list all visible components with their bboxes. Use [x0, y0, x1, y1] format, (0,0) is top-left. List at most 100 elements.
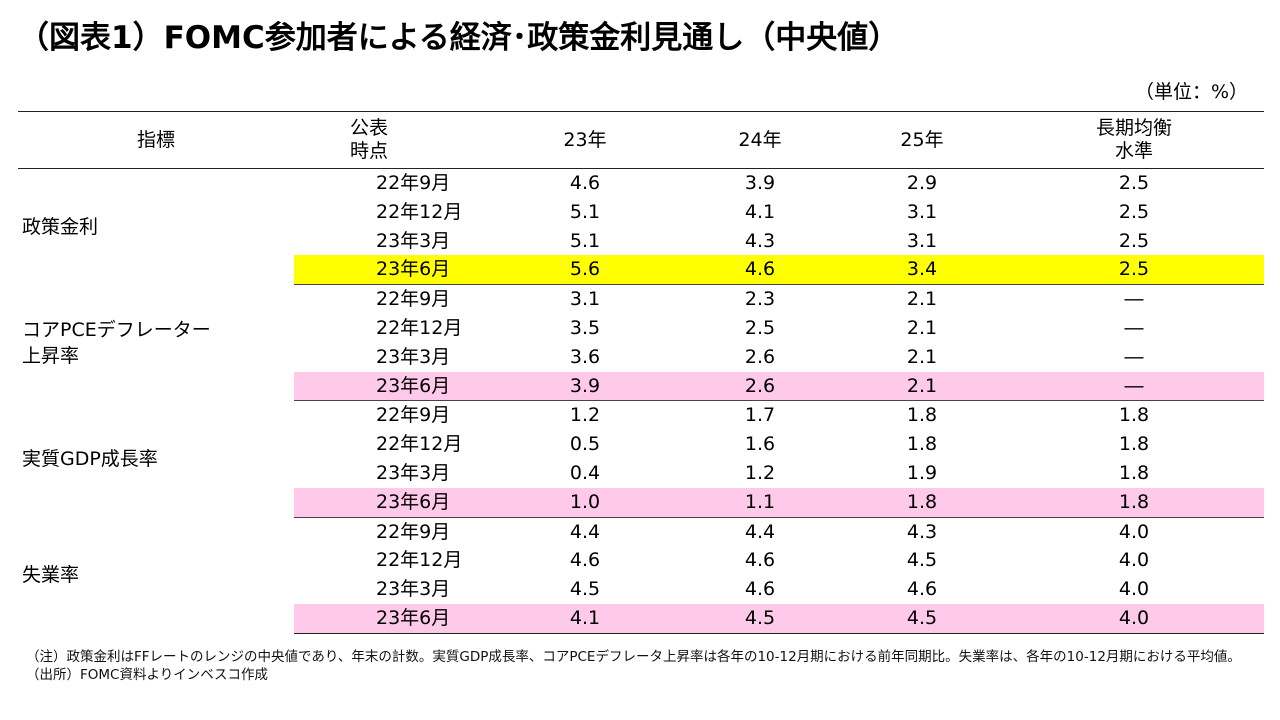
value-cell-lr: 1.8	[1118, 461, 1150, 484]
value-cell-lr: 1.8	[1118, 404, 1150, 427]
value-cell-y23: 1.0	[490, 487, 680, 518]
value-cell-y23: 5.1	[569, 229, 601, 252]
value-cell-y25: 1.8	[906, 404, 938, 427]
value-cell-y23: 3.5	[569, 316, 601, 339]
value-cell-y25: 4.5	[840, 603, 1004, 634]
indicator-label-line1: 失業率	[22, 564, 80, 587]
release-date-cell: 23年6月	[294, 487, 490, 518]
value-cell-y24: 4.6	[744, 549, 776, 572]
value-cell-lr: 4.0	[1004, 603, 1264, 634]
release-date-cell: 23年6月	[294, 603, 490, 634]
indicator-label-line1: 政策金利	[22, 215, 99, 238]
value-cell-lr: 1.8	[1004, 487, 1264, 518]
table-row: 実質GDP成長率 22年9月 1.2 1.7 1.8 1.8	[18, 401, 1264, 470]
release-date-cell: 22年9月	[376, 288, 451, 311]
value-cell-lr: ―	[1004, 371, 1264, 402]
value-cell-y25: 4.5	[906, 549, 938, 572]
table-row: 23年6月 3.9 2.6 2.1 ―	[18, 371, 1264, 402]
value-cell-y23: 4.6	[569, 172, 601, 194]
value-cell-y25: 2.1	[840, 371, 1004, 402]
release-date-cell: 22年9月	[376, 404, 451, 427]
value-cell-y23: 3.6	[569, 345, 601, 368]
value-cell-y25: 3.1	[906, 229, 938, 252]
value-cell-y25: 1.8	[906, 433, 938, 456]
table-row: 22年12月 0.5 1.6 1.8 1.8	[18, 430, 1264, 459]
value-cell-lr: 4.0	[1118, 549, 1150, 572]
value-cell-lr: 2.5	[1004, 255, 1264, 286]
table-row: 23年3月 4.5 4.6 4.6 4.0	[18, 575, 1264, 604]
header-release-date-line1: 公表	[350, 117, 389, 139]
table-row: 23年6月 5.6 4.6 3.4 2.5	[18, 255, 1264, 286]
table-row: 23年3月 5.1 4.3 3.1 2.5	[18, 227, 1264, 256]
release-date-cell: 22年9月	[376, 520, 451, 543]
indicator-label: コアPCEデフレーター 上昇率	[18, 285, 294, 401]
value-cell-y24: 4.5	[680, 603, 840, 634]
header-year-24: 24年	[680, 111, 840, 169]
header-indicator: 指標	[18, 111, 294, 169]
value-cell-y25: 2.1	[906, 345, 938, 368]
source-label: （出所）	[26, 667, 80, 683]
value-cell-lr: 2.5	[1118, 200, 1150, 223]
value-cell-y23: 4.5	[569, 578, 601, 601]
value-cell-y23: 0.5	[569, 433, 601, 456]
value-cell-lr: 2.5	[1118, 172, 1150, 194]
header-longrun-line2: 水準	[1114, 140, 1153, 162]
value-cell-y24: 4.1	[744, 200, 776, 223]
value-cell-lr: 1.8	[1118, 433, 1150, 456]
page-title: （図表1）FOMC参加者による経済･政策金利見通し（中央値）	[18, 20, 900, 56]
value-cell-y24: 4.4	[744, 520, 776, 543]
release-date-cell: 23年3月	[376, 461, 451, 484]
table-row: 22年12月 3.5 2.5 2.1 ―	[18, 314, 1264, 343]
value-cell-y24: 2.6	[680, 371, 840, 402]
value-cell-y23: 0.4	[569, 461, 601, 484]
note-row: （注） 政策金利はFFレートのレンジの中央値であり、年末の計数。実質GDP成長率…	[26, 648, 1266, 666]
header-year-23: 23年	[490, 111, 680, 169]
value-cell-lr: 2.5	[1118, 229, 1150, 252]
table-row: 22年12月 4.6 4.6 4.5 4.0	[18, 546, 1264, 575]
value-cell-y24: 2.6	[744, 345, 776, 368]
release-date-cell: 23年6月	[294, 371, 490, 402]
value-cell-y24: 4.6	[744, 578, 776, 601]
value-cell-y23: 5.6	[490, 255, 680, 286]
value-cell-y25: 4.3	[906, 520, 938, 543]
release-date-cell: 23年3月	[376, 578, 451, 601]
indicator-label-line1: 実質GDP成長率	[22, 447, 158, 470]
release-date-cell: 23年3月	[376, 345, 451, 368]
release-date-cell: 23年6月	[294, 255, 490, 286]
source-row: （出所） FOMC資料よりインベスコ作成	[26, 666, 1266, 684]
value-cell-y24: 3.9	[744, 172, 776, 194]
value-cell-y24: 1.7	[744, 404, 776, 427]
value-cell-y23: 4.6	[569, 549, 601, 572]
value-cell-y24: 2.3	[744, 288, 776, 311]
release-date-cell: 22年12月	[376, 433, 463, 456]
release-date-cell: 22年12月	[376, 200, 463, 223]
indicator-label: 実質GDP成長率	[18, 401, 294, 517]
header-row: 指標 公表 時点 23年 24年 25年 長期均衡 水準	[18, 111, 1264, 169]
footnotes: （注） 政策金利はFFレートのレンジの中央値であり、年末の計数。実質GDP成長率…	[26, 648, 1266, 684]
value-cell-y25: 4.6	[906, 578, 938, 601]
table-row: 政策金利 22年9月 4.6 3.9 2.9 2.5	[18, 169, 1264, 238]
fomc-projections-table: 指標 公表 時点 23年 24年 25年 長期均衡 水準 政策金利 22年9月 4.…	[18, 111, 1264, 634]
note-label: （注）	[26, 649, 67, 665]
header-longrun-line1: 長期均衡	[1095, 117, 1172, 139]
header-year-25: 25年	[840, 111, 1004, 169]
value-cell-y23: 4.1	[490, 603, 680, 634]
table-row: 23年3月 0.4 1.2 1.9 1.8	[18, 459, 1264, 488]
value-cell-y25: 1.9	[906, 461, 938, 484]
release-date-cell: 22年9月	[376, 172, 451, 194]
source-text: FOMC資料よりインベスコ作成	[80, 667, 268, 683]
table-row: コアPCEデフレーター 上昇率 22年9月 3.1 2.3 2.1 ―	[18, 285, 1264, 367]
indicator-label-line1: コアPCEデフレーター	[22, 318, 211, 341]
value-cell-y24: 1.1	[680, 487, 840, 518]
value-cell-y25: 1.8	[840, 487, 1004, 518]
value-cell-y23: 1.2	[569, 404, 601, 427]
table-row: 23年3月 3.6 2.6 2.1 ―	[18, 343, 1264, 372]
table-row: 23年6月 4.1 4.5 4.5 4.0	[18, 603, 1264, 634]
value-cell-y23: 5.1	[569, 200, 601, 223]
value-cell-lr: ―	[1124, 288, 1144, 311]
value-cell-y25: 2.9	[906, 172, 938, 194]
indicator-label: 失業率	[18, 517, 294, 633]
table-row: 失業率 22年9月 4.4 4.4 4.3 4.0	[18, 517, 1264, 587]
header-release-date-line2: 時点	[350, 140, 389, 162]
value-cell-y25: 2.1	[906, 316, 938, 339]
